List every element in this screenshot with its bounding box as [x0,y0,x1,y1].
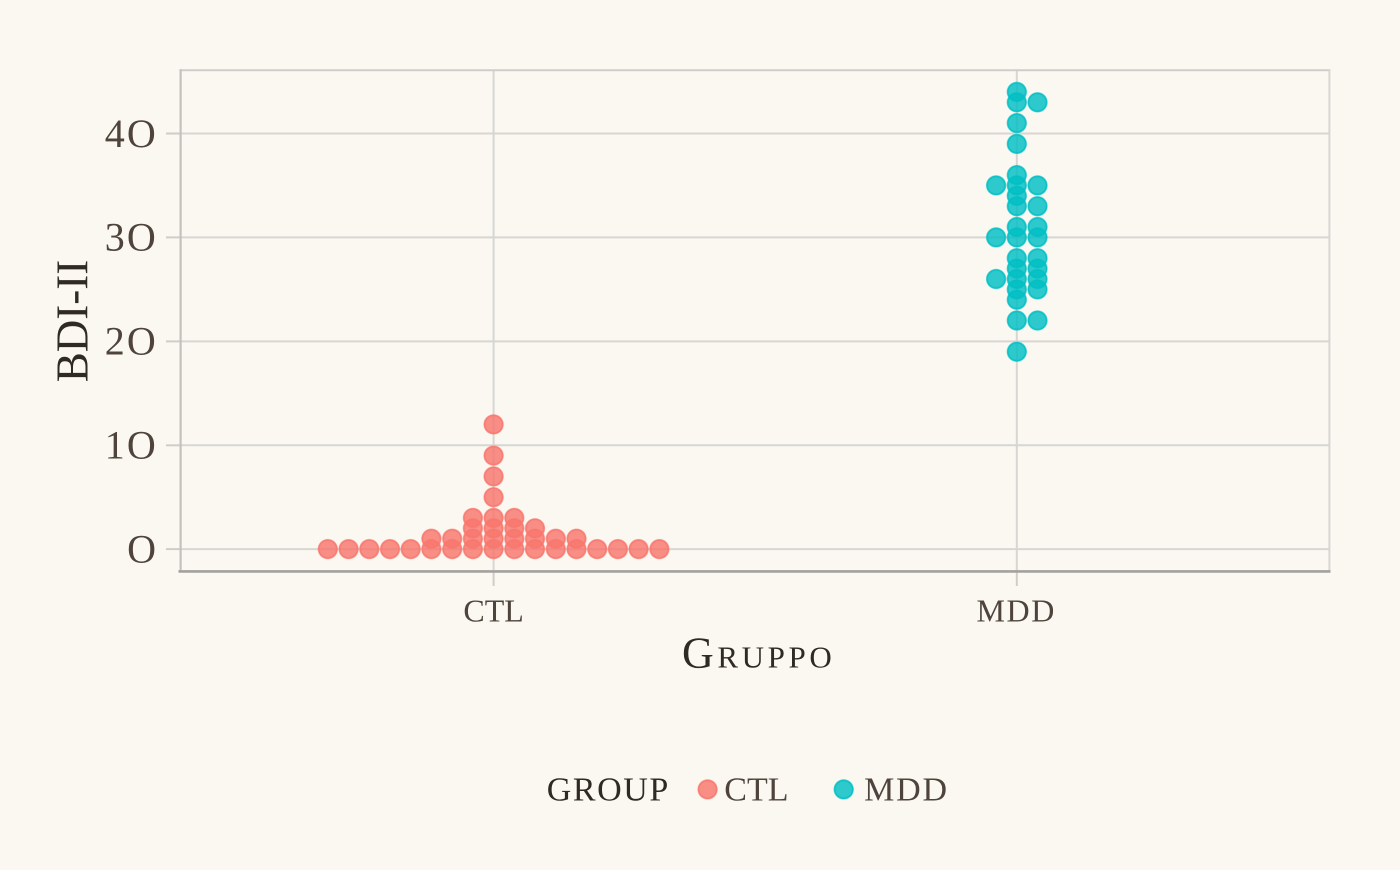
svg-text:2O: 2O [105,319,158,364]
svg-text:BDI-II: BDI-II [48,260,98,382]
svg-text:3O: 3O [105,215,158,260]
svg-text:CTL: CTL [724,772,788,809]
svg-text:Gruppo: Gruppo [682,629,835,678]
svg-text:O: O [127,526,156,571]
svg-text:MDD: MDD [864,772,949,809]
svg-text:1O: 1O [105,423,158,468]
svg-text:MDD: MDD [977,592,1056,628]
svg-text:4O: 4O [105,111,158,156]
svg-text:CTL: CTL [463,592,523,628]
svg-text:GROUP: GROUP [547,772,670,809]
